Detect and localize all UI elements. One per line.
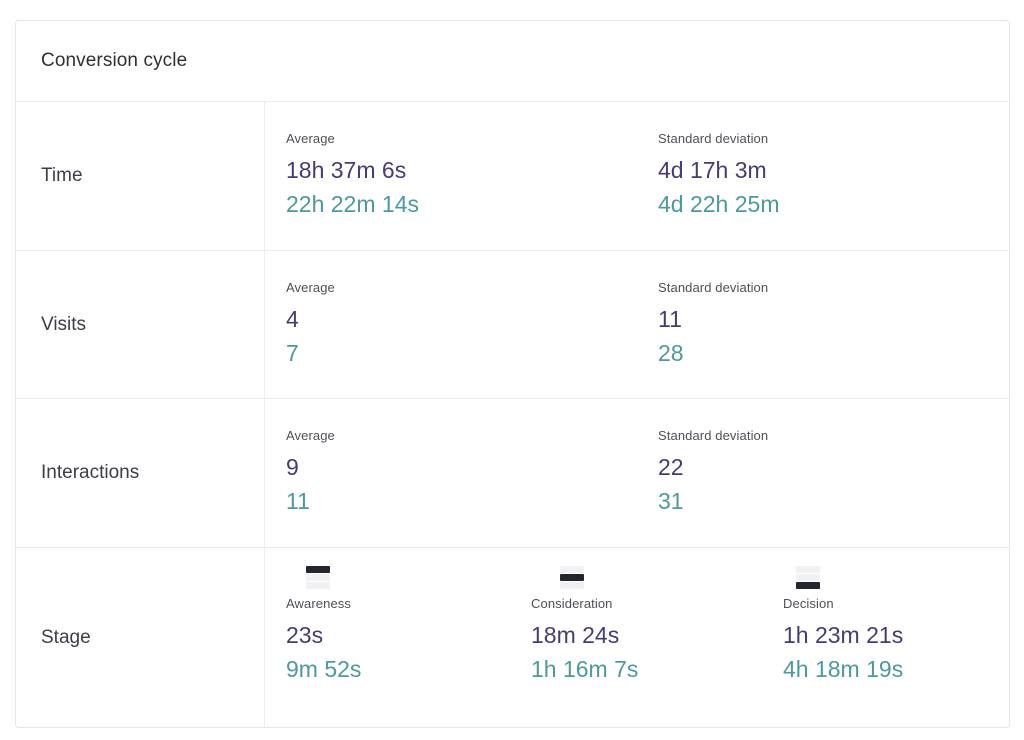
- row-label-visits: Visits: [41, 313, 87, 335]
- row-label-cell-visits: Visits: [16, 251, 265, 398]
- funnel-bar-bottom: [559, 582, 584, 589]
- funnel-bar-middle: [306, 574, 331, 581]
- stage-column-awareness: Awareness 23s 9m 52s: [286, 566, 531, 686]
- interactions-average-column: Average 9 11: [286, 428, 658, 518]
- funnel-bar-bottom: [796, 582, 821, 589]
- table-row-visits: Visits Average 4 7 Standard deviation 11…: [16, 250, 1009, 398]
- stage-name-consideration: Consideration: [531, 596, 613, 611]
- awareness-primary-value: 23s: [286, 622, 324, 648]
- consideration-primary-value: 18m 24s: [531, 622, 620, 648]
- row-label-cell-stage: Stage: [16, 548, 265, 727]
- visits-std-secondary-value: 28: [658, 339, 684, 366]
- funnel-stage-top-icon: [306, 566, 331, 589]
- row-content-visits: Average 4 7 Standard deviation 11 28: [265, 251, 1009, 398]
- time-std-primary-value: 4d 17h 3m: [658, 157, 767, 183]
- table-row-stage: Stage Awareness 23s 9m 52s: [16, 547, 1009, 727]
- row-label-cell-interactions: Interactions: [16, 399, 265, 547]
- stage-column-decision: Decision 1h 23m 21s 4h 18m 19s: [783, 566, 903, 686]
- stage-head-consideration: Consideration: [531, 566, 613, 618]
- visits-average-primary-value: 4: [286, 305, 299, 332]
- interactions-std-secondary-value: 31: [658, 488, 684, 514]
- table-row-interactions: Interactions Average 9 11 Standard devia…: [16, 398, 1009, 547]
- time-std-secondary-value: 4d 22h 25m: [658, 191, 780, 217]
- row-content-interactions: Average 9 11 Standard deviation 22 31: [265, 399, 1009, 547]
- card-header: Conversion cycle: [16, 21, 1009, 101]
- stage-column-consideration: Consideration 18m 24s 1h 16m 7s: [531, 566, 783, 686]
- table-row-time: Time Average 18h 37m 6s 22h 22m 14s Stan…: [16, 101, 1009, 250]
- visits-average-secondary-value: 7: [286, 339, 299, 366]
- time-average-secondary-value: 22h 22m 14s: [286, 191, 419, 217]
- interactions-average-primary-value: 9: [286, 454, 299, 480]
- decision-secondary-value: 4h 18m 19s: [783, 656, 904, 682]
- funnel-bar-top: [559, 566, 584, 573]
- funnel-bar-top: [796, 566, 821, 573]
- visits-std-primary-value: 11: [658, 305, 682, 332]
- funnel-stage-bottom-icon: [796, 566, 821, 589]
- interactions-average-secondary-value: 11: [286, 488, 310, 514]
- std-label: Standard deviation: [658, 428, 769, 443]
- average-label: Average: [286, 279, 335, 295]
- row-label-stage: Stage: [41, 627, 91, 648]
- std-label: Standard deviation: [658, 279, 769, 295]
- std-label: Standard deviation: [658, 131, 769, 146]
- time-average-primary-value: 18h 37m 6s: [286, 157, 407, 183]
- conversion-cycle-card: Conversion cycle Time Average 18h 37m 6s…: [15, 20, 1010, 728]
- visits-std-column: Standard deviation 11 28: [658, 280, 768, 370]
- row-content-time: Average 18h 37m 6s 22h 22m 14s Standard …: [265, 102, 1009, 250]
- row-label-interactions: Interactions: [41, 462, 140, 483]
- awareness-secondary-value: 9m 52s: [286, 656, 362, 682]
- decision-primary-value: 1h 23m 21s: [783, 622, 904, 648]
- interactions-std-primary-value: 22: [658, 454, 684, 480]
- card-title: Conversion cycle: [41, 50, 188, 71]
- time-std-column: Standard deviation 4d 17h 3m 4d 22h 25m: [658, 131, 779, 221]
- funnel-bar-bottom: [306, 582, 331, 589]
- stage-head-awareness: Awareness: [286, 566, 351, 618]
- funnel-bar-middle: [796, 574, 821, 581]
- time-average-column: Average 18h 37m 6s 22h 22m 14s: [286, 131, 658, 221]
- average-label: Average: [286, 428, 335, 443]
- row-label-time: Time: [41, 165, 83, 186]
- visits-average-column: Average 4 7: [286, 280, 658, 370]
- average-label: Average: [286, 131, 335, 146]
- interactions-std-column: Standard deviation 22 31: [658, 428, 768, 518]
- row-content-stage: Awareness 23s 9m 52s Consideration 18m 2…: [265, 548, 1009, 727]
- funnel-bar-top: [306, 566, 331, 573]
- funnel-bar-middle: [559, 574, 584, 581]
- row-label-cell-time: Time: [16, 102, 265, 250]
- consideration-secondary-value: 1h 16m 7s: [531, 656, 639, 682]
- funnel-stage-middle-icon: [559, 566, 584, 589]
- stage-head-decision: Decision: [783, 566, 834, 618]
- stage-name-awareness: Awareness: [286, 596, 351, 611]
- stage-name-decision: Decision: [783, 596, 834, 611]
